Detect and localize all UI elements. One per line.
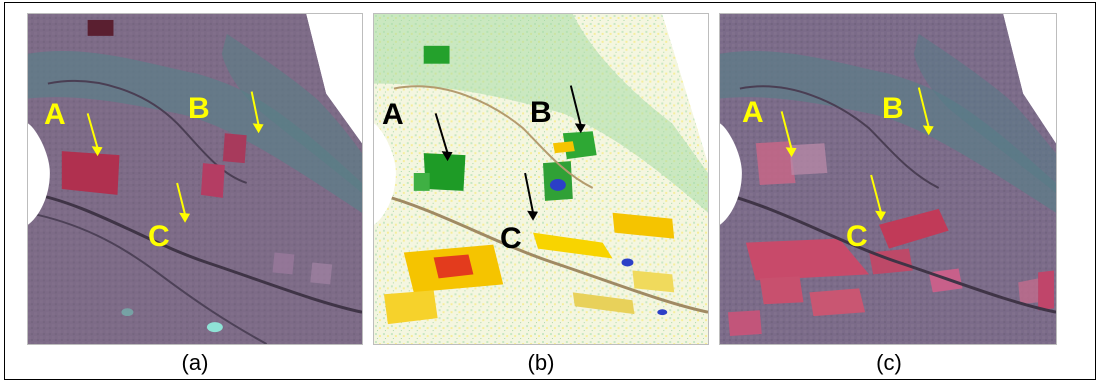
- panel-b-classification-map: A B C: [373, 13, 709, 345]
- figure-frame: A B C: [4, 2, 1096, 380]
- label-a: A: [742, 96, 764, 129]
- label-c: C: [148, 220, 170, 253]
- panel-c-image: A B C: [719, 13, 1057, 345]
- panel-a-image: A B C: [27, 13, 363, 345]
- caption-a: (a): [181, 350, 209, 375]
- caption-c: (c): [876, 350, 902, 375]
- label-c: C: [500, 222, 522, 255]
- caption-b: (b): [527, 350, 555, 375]
- label-b: B: [188, 92, 210, 125]
- label-b: B: [882, 92, 904, 125]
- label-a: A: [382, 98, 404, 131]
- label-c: C: [846, 220, 868, 253]
- label-b: B: [530, 96, 552, 129]
- label-a: A: [44, 98, 66, 131]
